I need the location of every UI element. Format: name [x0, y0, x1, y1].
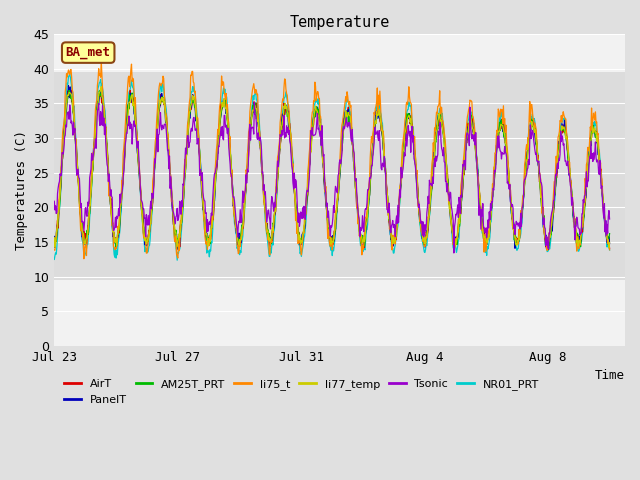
X-axis label: Time: Time	[595, 370, 625, 383]
Title: Temperature: Temperature	[289, 15, 390, 30]
Legend: AirT, PanelT, AM25T_PRT, li75_t, li77_temp, Tsonic, NR01_PRT: AirT, PanelT, AM25T_PRT, li75_t, li77_te…	[60, 375, 543, 409]
Bar	[54, 72, 625, 280]
Y-axis label: Temperatures (C): Temperatures (C)	[15, 130, 28, 250]
Text: BA_met: BA_met	[66, 46, 111, 59]
